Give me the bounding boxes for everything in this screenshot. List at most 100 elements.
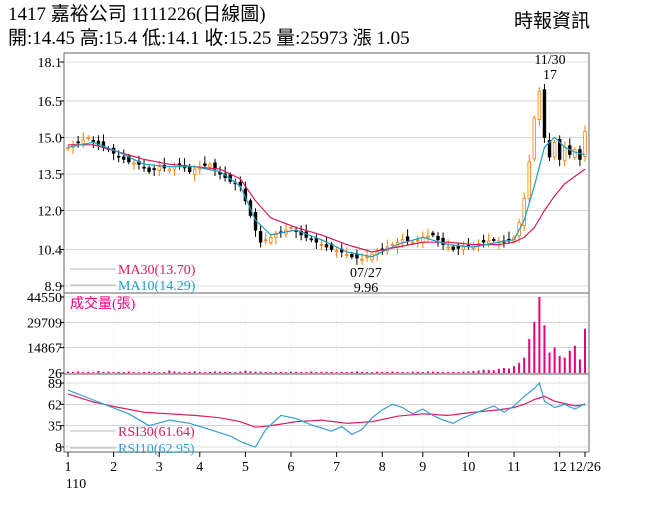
volume-bar — [107, 371, 110, 373]
volume-bar — [325, 371, 328, 373]
rsi30-legend: RSI30(61.64) — [118, 425, 195, 440]
candle-body — [193, 168, 197, 175]
x-tick-label: 2 — [110, 460, 117, 475]
candle-body — [76, 141, 80, 144]
volume-bar — [401, 372, 404, 373]
candle-body — [492, 239, 496, 241]
price-tick-label: 15.0 — [38, 131, 63, 146]
chart-title: 1417 嘉裕公司 1111226(日線圖) — [8, 4, 266, 25]
volume-bar — [538, 297, 541, 373]
volume-bar — [426, 371, 429, 373]
candle-body — [152, 168, 156, 171]
candle-body — [274, 234, 278, 238]
price-tick-label: 13.5 — [38, 168, 63, 183]
volume-bar — [340, 371, 343, 373]
candle-body — [486, 240, 491, 245]
candle-body — [203, 163, 207, 166]
volume-bar — [472, 370, 475, 373]
x-tick-label: 8 — [379, 460, 386, 475]
volume-bar — [442, 372, 445, 373]
volume-bar — [482, 369, 485, 373]
price-panel — [63, 52, 590, 294]
rsi10-line — [67, 381, 586, 448]
candle-body — [456, 246, 460, 249]
volume-bar — [158, 372, 161, 373]
volume-bar — [477, 370, 480, 373]
x-year-label: 110 — [66, 477, 86, 492]
candle-body — [208, 163, 212, 168]
volume-bar — [188, 371, 191, 373]
volume-bar — [127, 371, 130, 373]
volume-bar — [406, 372, 409, 373]
rsi-tick-label: 89 — [48, 377, 62, 392]
volume-bar — [563, 357, 566, 373]
volume-bar — [497, 368, 500, 373]
x-tick-label: 4 — [196, 460, 203, 475]
candle-body — [324, 244, 329, 248]
volume-bar — [518, 362, 521, 373]
price-quote: 開:14.45 高:15.4 低:14.1 收:15.25 量:25973 漲 … — [8, 28, 410, 49]
volume-bar — [543, 325, 546, 373]
candle-body — [552, 141, 557, 158]
volume-bar — [290, 371, 293, 373]
volume-bar — [117, 371, 120, 373]
volume-bar — [345, 372, 348, 373]
volume-bar — [396, 371, 399, 373]
candle-body — [122, 156, 126, 160]
high-value-annotation: 17 — [543, 68, 557, 83]
volume-bar — [92, 372, 95, 373]
volume-bar — [77, 371, 80, 373]
volume-bar — [467, 371, 470, 373]
volume-bar — [208, 372, 211, 373]
candle-body — [522, 197, 526, 227]
volume-bar — [244, 370, 247, 373]
volume-bar — [97, 370, 100, 373]
rsi30-line — [67, 393, 586, 428]
volume-title: 成交量(張) — [70, 295, 136, 312]
candle-body — [436, 235, 440, 241]
volume-bar — [183, 372, 186, 373]
candle-body — [583, 130, 587, 157]
volume-bar — [198, 371, 201, 373]
volume-bar — [264, 372, 267, 373]
rsi-tick-label: 35 — [48, 420, 62, 435]
candle-body — [547, 139, 552, 158]
volume-bar — [523, 357, 526, 373]
volume-tick-label: 14867 — [27, 342, 62, 357]
candle-body — [157, 166, 161, 171]
candle-body — [350, 253, 354, 258]
volume-bar — [381, 371, 384, 373]
candle-body — [557, 139, 562, 160]
candle-body — [431, 232, 435, 236]
volume-bar — [213, 371, 216, 373]
candle-body — [578, 149, 582, 160]
volume-bar — [82, 372, 85, 373]
volume-tick-label: 29709 — [27, 316, 62, 331]
candle-body — [365, 256, 369, 259]
volume-bar — [360, 371, 363, 373]
volume-bar — [584, 328, 586, 373]
volume-bar — [366, 372, 369, 373]
candle-body — [263, 239, 268, 242]
candle-body — [314, 237, 319, 243]
volume-bar — [284, 372, 287, 373]
candle-body — [289, 227, 293, 229]
candle-body — [461, 246, 466, 251]
volume-bar — [416, 371, 419, 373]
volume-bar — [259, 371, 262, 373]
price-tick-label: 10.4 — [38, 243, 63, 258]
volume-bar — [279, 372, 282, 373]
candle-body — [167, 168, 172, 172]
volume-bar — [178, 371, 181, 373]
indicator-lines — [67, 136, 586, 448]
candle-body — [573, 149, 577, 158]
volume-bar — [568, 350, 571, 373]
candle-body — [345, 253, 349, 256]
volume-bar — [507, 368, 510, 373]
volume-bar — [137, 372, 140, 373]
x-tick-label: 12 — [553, 460, 567, 475]
x-tick-label: 12/26 — [569, 460, 601, 475]
volume-bar — [452, 371, 455, 373]
candle-body — [142, 166, 146, 169]
